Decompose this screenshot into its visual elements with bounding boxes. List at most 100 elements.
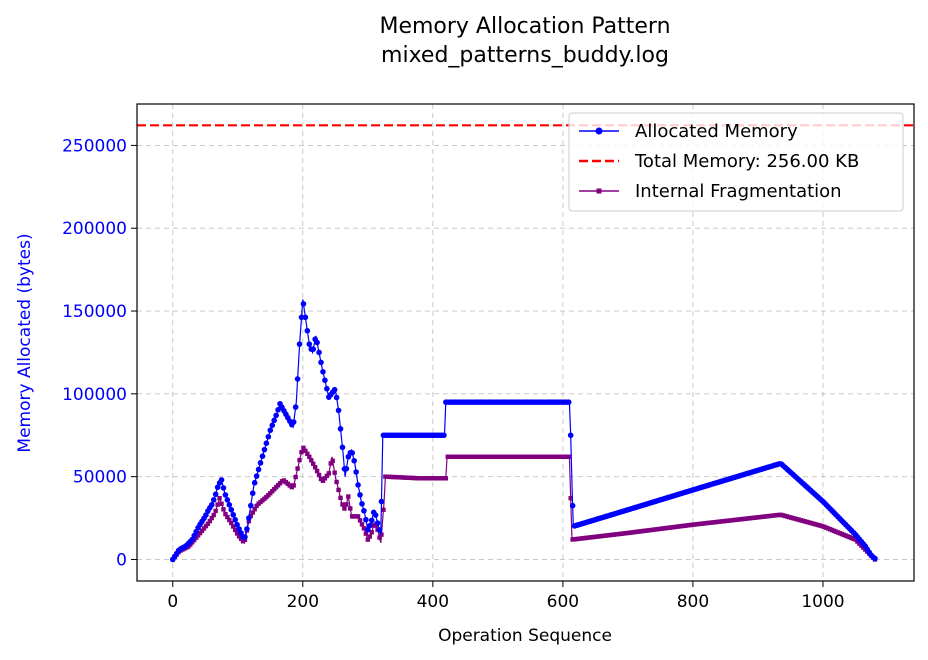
allocated-point — [247, 502, 254, 509]
fragmentation-point — [225, 514, 230, 520]
allocated-point — [292, 404, 299, 410]
fragmentation-point — [203, 523, 209, 529]
fragmentation-point — [344, 502, 349, 507]
fragmentation-point — [346, 494, 351, 499]
allocated-point — [353, 469, 359, 475]
chart-title: Memory Allocation Pattern — [379, 14, 670, 39]
allocated-point — [300, 301, 307, 307]
allocated-point — [368, 517, 375, 524]
fragmentation-point — [328, 461, 333, 466]
allocated-point — [351, 457, 357, 464]
y-tick-label: 100000 — [62, 385, 127, 405]
allocated-point — [218, 477, 225, 483]
x-axis-label: Operation Sequence — [438, 626, 612, 646]
allocated-point — [208, 502, 215, 508]
allocated-point — [333, 394, 340, 401]
fragmentation-point — [197, 530, 203, 536]
allocated-point — [232, 516, 238, 523]
fragmentation-point — [295, 466, 300, 471]
allocated-line — [172, 299, 877, 560]
allocated-point — [314, 339, 320, 346]
allocated-point — [214, 484, 221, 491]
allocated-point — [271, 417, 277, 424]
fragmentation-point — [568, 495, 573, 501]
fragmentation-point — [369, 530, 374, 535]
fragmentation-point — [221, 507, 226, 512]
fragmentation-line — [172, 445, 876, 560]
fragmentation-point — [299, 449, 304, 455]
fragmentation-point — [199, 528, 205, 533]
allocated-point — [273, 412, 279, 419]
allocated-point — [259, 453, 266, 460]
allocated-point — [322, 377, 328, 384]
fragmentation-point — [316, 472, 322, 478]
y-tick-label: 50000 — [73, 468, 127, 488]
fragmentation-point — [219, 501, 224, 506]
fragmentation-point — [293, 474, 298, 480]
allocated-point — [349, 450, 356, 456]
allocated-point — [224, 497, 231, 503]
allocated-point — [441, 432, 447, 439]
fragmentation-point — [215, 502, 220, 507]
y-tick-label: 0 — [116, 550, 127, 570]
allocated-point — [269, 422, 276, 429]
y-tick-label: 150000 — [62, 302, 127, 322]
fragmentation-point — [332, 470, 337, 475]
allocated-point — [310, 346, 317, 352]
x-tick-label: 800 — [677, 592, 709, 612]
allocated-point — [376, 527, 383, 533]
x-axis-ticks: 0 200 400 600 800 1000 — [167, 581, 845, 612]
fragmentation-point — [379, 532, 384, 537]
legend-allocated-label: Allocated Memory — [635, 121, 798, 142]
fragmentation-point — [209, 515, 214, 521]
grid — [137, 104, 914, 581]
allocated-point — [290, 419, 297, 425]
allocated-point — [320, 369, 326, 375]
fragmentation-point — [211, 512, 216, 518]
allocated-point — [304, 327, 311, 334]
fragmentation-point — [357, 518, 363, 523]
allocated-point — [361, 507, 367, 514]
plot-frame — [136, 103, 915, 582]
fragmentation-point — [232, 527, 238, 533]
fragmentation-point — [566, 454, 571, 459]
allocated-point — [220, 485, 227, 491]
fragmentation-point — [322, 476, 328, 481]
fragmentation-point — [195, 533, 201, 538]
legend-fragmentation-label: Internal Fragmentation — [635, 181, 842, 202]
x-tick-label: 1000 — [801, 592, 844, 612]
allocated-point — [363, 516, 369, 523]
fragmentation-point — [373, 523, 378, 528]
allocated-point — [567, 432, 574, 439]
fragmentation-point — [205, 521, 211, 527]
allocated-point — [366, 522, 373, 529]
fragmentation-point — [229, 520, 234, 526]
allocated-point — [378, 498, 385, 505]
fragmentation-point — [367, 534, 372, 539]
fragmentation-point — [365, 537, 371, 542]
allocated-point — [222, 492, 229, 498]
allocated-point — [253, 473, 260, 479]
fragmentation-point — [309, 458, 314, 463]
fragmentation-point — [193, 535, 199, 540]
fragmentation-point — [301, 445, 306, 451]
fragmentation-point — [320, 478, 326, 483]
allocated-point — [242, 534, 248, 540]
fragmentation-point — [213, 508, 218, 514]
legend-total-label: Total Memory: 256.00 KB — [634, 151, 859, 172]
y-tick-label: 200000 — [62, 219, 127, 239]
allocated-point — [228, 506, 235, 513]
fragmentation-point — [291, 483, 296, 488]
fragmentation-point — [312, 465, 318, 470]
allocated-point — [234, 521, 240, 528]
fragmentation-point — [297, 457, 302, 463]
fragmentation-point — [236, 534, 242, 539]
fragmentation-point — [381, 507, 386, 512]
allocated-series — [169, 299, 878, 563]
fragmentation-point — [443, 476, 449, 481]
fragmentation-point — [359, 522, 365, 527]
legend: Allocated Memory Total Memory: 256.00 KB… — [568, 112, 904, 212]
allocated-point — [324, 385, 330, 392]
fragmentation-point — [338, 495, 343, 501]
